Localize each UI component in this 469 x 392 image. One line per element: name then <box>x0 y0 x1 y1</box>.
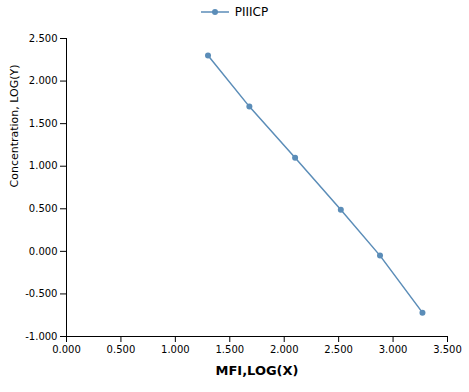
svg-text:0.000: 0.000 <box>29 246 58 257</box>
svg-text:-1.000: -1.000 <box>25 331 57 342</box>
svg-text:1.000: 1.000 <box>29 160 58 171</box>
svg-text:-0.500: -0.500 <box>25 288 57 299</box>
svg-text:2.500: 2.500 <box>324 344 353 355</box>
svg-text:Concentration, LOG(Y): Concentration, LOG(Y) <box>8 64 21 187</box>
svg-text:2.000: 2.000 <box>29 75 58 86</box>
svg-text:MFI,LOG(X): MFI,LOG(X) <box>215 363 298 378</box>
svg-text:0.500: 0.500 <box>29 203 58 214</box>
svg-text:2.000: 2.000 <box>270 344 299 355</box>
svg-text:1.500: 1.500 <box>29 118 58 129</box>
svg-text:0.500: 0.500 <box>107 344 136 355</box>
html-text:PIIICP: PIIICP <box>234 5 269 19</box>
svg-text:2.500: 2.500 <box>29 33 58 44</box>
svg-text:3.500: 3.500 <box>433 344 462 355</box>
svg-text:1.000: 1.000 <box>161 344 190 355</box>
svg-text:3.000: 3.000 <box>379 344 408 355</box>
svg-text:0.000: 0.000 <box>52 344 81 355</box>
svg-text:1.500: 1.500 <box>215 344 244 355</box>
